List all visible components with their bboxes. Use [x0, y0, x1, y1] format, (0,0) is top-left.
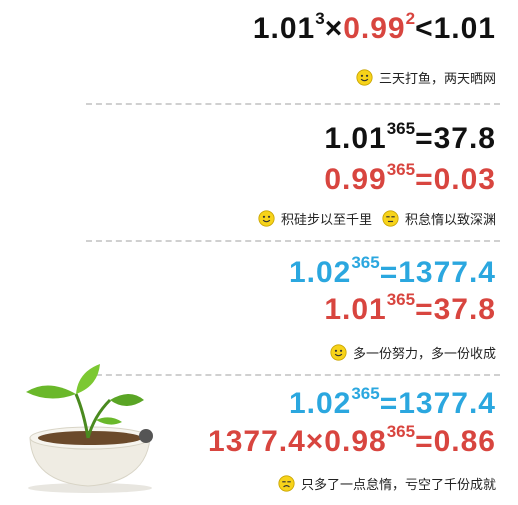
smiley-icon [330, 344, 347, 361]
exponent: 365 [386, 422, 416, 441]
exponent: 365 [386, 160, 416, 179]
smiley-icon [382, 210, 399, 227]
plant-pot-icon [26, 364, 153, 493]
exponent: 365 [386, 119, 416, 138]
term: =37.8 [415, 122, 496, 155]
exponent: 365 [351, 384, 380, 403]
term: =0.03 [415, 163, 496, 196]
smiley-icon [278, 475, 295, 492]
smiley-icon [258, 210, 275, 227]
caption-group: 多一份努力，多一份收成 [330, 343, 496, 362]
term: 1377.4×0.98 [208, 425, 387, 458]
term: 0.99 [343, 12, 406, 45]
caption-text: 积硅步以至千里 [280, 212, 372, 227]
caption-3: 多一份努力，多一份收成 [330, 343, 496, 362]
term: 1.02 [288, 256, 352, 289]
caption-group: 积硅步以至千里 [258, 209, 372, 228]
equation-3-1: 1.02365=1377.4 [288, 254, 496, 289]
term: =1377.4 [379, 256, 496, 289]
caption-group: 三天打鱼，两天晒网 [356, 68, 496, 87]
term: =0.86 [415, 425, 496, 458]
equation-1-1: 1.013×0.992<1.01 [252, 10, 496, 45]
term: 1.02 [288, 387, 352, 420]
smiley-icon [356, 69, 373, 86]
term: =37.8 [415, 293, 496, 326]
caption-2: 积硅步以至千里 积怠惰以致深渊 [258, 209, 496, 228]
divider [86, 103, 500, 105]
caption-text: 多一份努力，多一份收成 [352, 346, 496, 361]
term: 1.01 [324, 293, 387, 326]
term: <1.01 [415, 12, 496, 45]
caption-text: 三天打鱼，两天晒网 [378, 71, 496, 86]
term: 1.01 [252, 12, 316, 45]
exponent: 2 [405, 9, 416, 28]
exponent: 365 [386, 290, 416, 309]
divider [86, 374, 500, 376]
term: 0.99 [324, 163, 387, 196]
equation-3-2: 1.01365=37.8 [324, 291, 496, 326]
equation-4-1: 1.02365=1377.4 [288, 385, 496, 420]
caption-group: 只多了一点怠惰，亏空了千份成就 [278, 474, 496, 493]
caption-text: 积怠惰以致深渊 [404, 212, 496, 227]
divider [86, 240, 500, 242]
equation-2-2: 0.99365=0.03 [324, 161, 496, 196]
term: =1377.4 [379, 387, 496, 420]
caption-1: 三天打鱼，两天晒网 [356, 68, 496, 87]
equation-2-1: 1.01365=37.8 [324, 120, 496, 155]
term: 1.01 [324, 122, 387, 155]
caption-group: 积怠惰以致深渊 [382, 209, 496, 228]
exponent: 3 [315, 9, 325, 28]
equation-4-2: 1377.4×0.98365=0.86 [208, 423, 496, 458]
exponent: 365 [351, 253, 380, 272]
operator: × [324, 12, 344, 45]
caption-text: 只多了一点怠惰，亏空了千份成就 [300, 477, 496, 492]
caption-4: 只多了一点怠惰，亏空了千份成就 [278, 474, 496, 493]
